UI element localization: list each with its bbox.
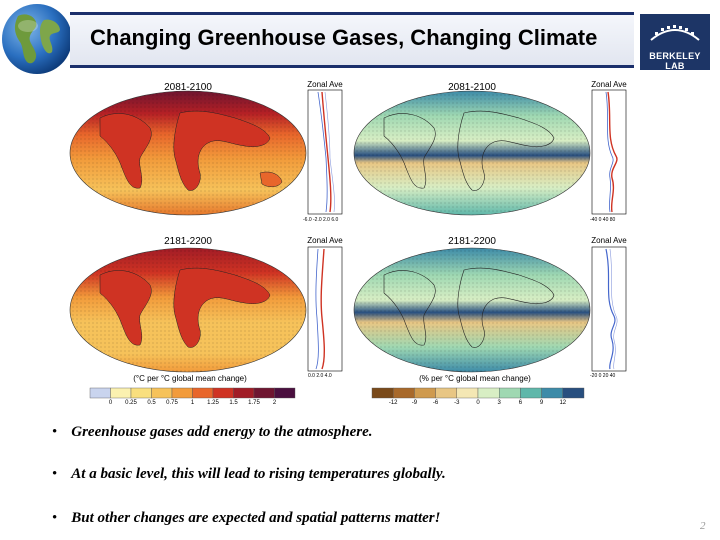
temperature-colorbar-caption: (°C per °C global mean change) — [133, 374, 247, 383]
panel-period-precip-1: 2081-2100 — [448, 82, 496, 93]
zonal-label-temp-1: Zonal Ave — [307, 80, 343, 89]
precipitation-map-2181-2200 — [353, 247, 591, 373]
panel-period-temp-2: 2181-2200 — [164, 236, 212, 247]
temperature-colorbar-tick-label: 1.75 — [248, 400, 260, 406]
temperature-colorbar-swatch-0 — [89, 387, 111, 399]
temperature-colorbar-swatch-7 — [233, 387, 255, 399]
zonal-label-temp-2: Zonal Ave — [307, 236, 343, 245]
page-number: 2 — [700, 520, 706, 532]
climate-maps-figure — [69, 89, 627, 399]
zonal-average-panel-temp-1 — [307, 89, 343, 215]
temperature-colorbar-tick-label: 1.25 — [207, 400, 219, 406]
zonal-axis-precip-2: -20 0 20 40 — [590, 373, 616, 379]
slide-title: Changing Greenhouse Gases, Changing Clim… — [90, 25, 598, 50]
temperature-colorbar-tick-label: 1 — [190, 400, 195, 406]
title-bar: Changing Greenhouse Gases, Changing Clim… — [70, 12, 634, 68]
zonal-axis-temp-1: -6.0 -2.0 2.0 6.0 — [303, 217, 339, 223]
panel-period-temp-1: 2081-2100 — [164, 82, 212, 93]
panel-period-precip-2: 2181-2200 — [448, 236, 496, 247]
bullet-item-1: • Greenhouse gases add energy to the atmo… — [52, 424, 373, 440]
zonal-average-panel-precip-2 — [591, 246, 627, 372]
precipitation-map-2081-2100 — [353, 90, 591, 216]
globe-logo-icon — [2, 4, 72, 74]
precipitation-colorbar-swatch-3 — [435, 387, 458, 399]
bullet-item-2: • At a basic level, this will lead to ris… — [52, 466, 446, 482]
zonal-label-precip-1: Zonal Ave — [591, 80, 627, 89]
climate-figure: 2081-2100 Zonal Ave -6.0 -2.0 2.0 6.0 20… — [60, 78, 660, 413]
temperature-map-2081-2100 — [69, 90, 307, 216]
precipitation-colorbar-swatch-8 — [541, 387, 564, 399]
logo-subtext: Lawrence Berkeley National Laboratory — [650, 71, 700, 81]
temperature-colorbar-swatch-6 — [212, 387, 234, 399]
precipitation-colorbar-swatch-5 — [477, 387, 500, 399]
temperature-colorbar-tick-label: 1.5 — [229, 400, 238, 406]
precipitation-colorbar-tick-label: 6 — [518, 400, 523, 406]
temperature-colorbar-swatch-9 — [274, 387, 296, 399]
temperature-colorbar-swatch-1 — [110, 387, 132, 399]
berkeley-lab-logo: BERKELEY LAB Lawrence Berkeley National … — [640, 14, 710, 81]
temperature-colorbar-swatch-4 — [171, 387, 193, 399]
precipitation-colorbar-tick-label: -6 — [432, 400, 439, 406]
temperature-colorbar-tick-label: 0.75 — [166, 400, 178, 406]
bullet-item-3: • But other changes are expected and spat… — [52, 510, 441, 526]
temperature-map-2181-2200 — [69, 247, 307, 373]
precipitation-colorbar-tick-label: -12 — [388, 400, 398, 406]
precipitation-colorbar-swatch-9 — [562, 387, 585, 399]
temperature-colorbar-swatch-2 — [130, 387, 152, 399]
temperature-colorbar-tick-label: 0.25 — [125, 400, 137, 406]
precipitation-colorbar-tick-label: 3 — [497, 400, 501, 406]
precipitation-colorbar-swatch-0 — [371, 387, 394, 399]
precipitation-colorbar-tick-label: -3 — [454, 400, 460, 406]
temperature-colorbar-swatch-5 — [192, 387, 214, 399]
temperature-colorbar-swatch-3 — [151, 387, 173, 399]
zonal-axis-precip-1: -40 0 40 80 — [590, 217, 616, 223]
precipitation-colorbar-swatch-7 — [520, 387, 542, 399]
precipitation-colorbar-caption: (% per °C global mean change) — [419, 374, 531, 383]
zonal-label-precip-2: Zonal Ave — [591, 236, 627, 245]
lab-building-icon — [650, 25, 700, 41]
temperature-colorbar — [89, 387, 296, 399]
temperature-colorbar-tick-label: 0.5 — [147, 400, 156, 406]
precipitation-colorbar-tick-label: 9 — [539, 400, 544, 406]
precipitation-colorbar — [371, 387, 585, 399]
precipitation-colorbar-swatch-2 — [414, 387, 436, 399]
precipitation-colorbar-swatch-1 — [393, 387, 415, 399]
precipitation-colorbar-swatch-6 — [499, 387, 521, 399]
logo-text: BERKELEY LAB — [649, 51, 701, 71]
zonal-axis-temp-2: 0.0 2.0 4.0 — [308, 373, 332, 379]
precipitation-colorbar-tick-label: 12 — [559, 400, 567, 406]
precipitation-colorbar-tick-label: 0 — [476, 400, 480, 406]
temperature-colorbar-tick-label: 0 — [108, 400, 113, 406]
temperature-colorbar-swatch-8 — [253, 387, 275, 399]
precipitation-colorbar-tick-label: -9 — [411, 400, 418, 406]
zonal-average-panel-temp-2 — [307, 246, 343, 372]
temperature-colorbar-tick-label: 2 — [272, 400, 277, 406]
zonal-average-panel-precip-1 — [591, 89, 627, 215]
precipitation-colorbar-swatch-4 — [456, 387, 479, 399]
